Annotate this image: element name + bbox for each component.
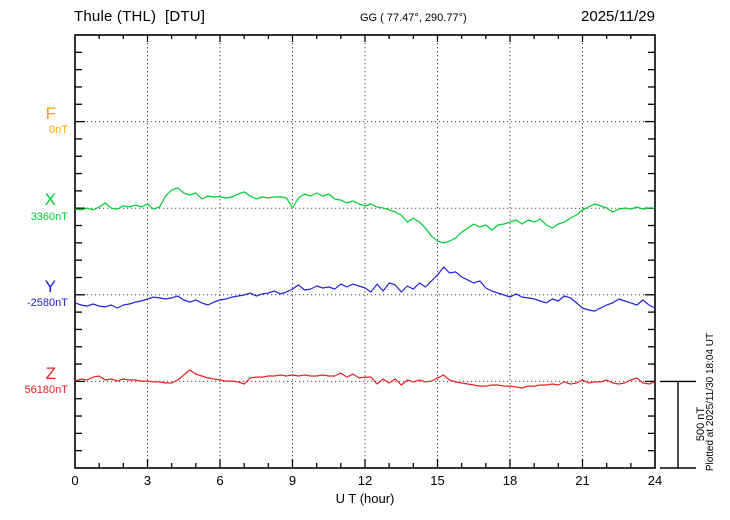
channel-label-z: Z [45,364,56,383]
x-tick-label: 9 [288,473,297,488]
observation-date: 2025/11/29 [581,8,655,25]
plotted-at-note: Plotted at 2025/11/30 18:04 UT [705,333,716,471]
x-tick-label: 12 [357,473,373,488]
x-tick-label: 21 [575,473,590,488]
x-tick-label: 15 [430,473,445,488]
channel-label-y: Y [44,277,56,296]
series-curve-x [74,187,655,244]
station-title: Thule (THL) [DTU] [74,8,206,25]
channel-label-x: X [44,190,56,209]
x-tick-label: 18 [502,473,518,488]
channel-baseline-z: 56180nT [24,384,68,396]
series-curve-y [74,266,656,312]
series-curve-z [74,369,656,389]
plot-frame [74,34,656,469]
channel-label-f: F [45,104,56,123]
channel-baseline-f: 0nT [49,124,68,136]
x-tick-label: 24 [647,473,663,488]
x-tick-label: 0 [71,473,79,488]
channel-baseline-y: -2580nT [27,297,68,309]
x-tick-label: 6 [216,473,224,488]
x-tick-label: 3 [143,473,152,488]
grid-layer [75,35,655,468]
data-curves [74,187,656,389]
geographic-coordinates: GG ( 77.47°, 290.77°) [360,12,467,24]
scale-bar: 500 nT [660,380,707,469]
x-axis-title: U T (hour) [335,491,395,506]
scale-bar-label: 500 nT [695,407,707,442]
channel-baseline-x: 3360nT [30,211,68,223]
